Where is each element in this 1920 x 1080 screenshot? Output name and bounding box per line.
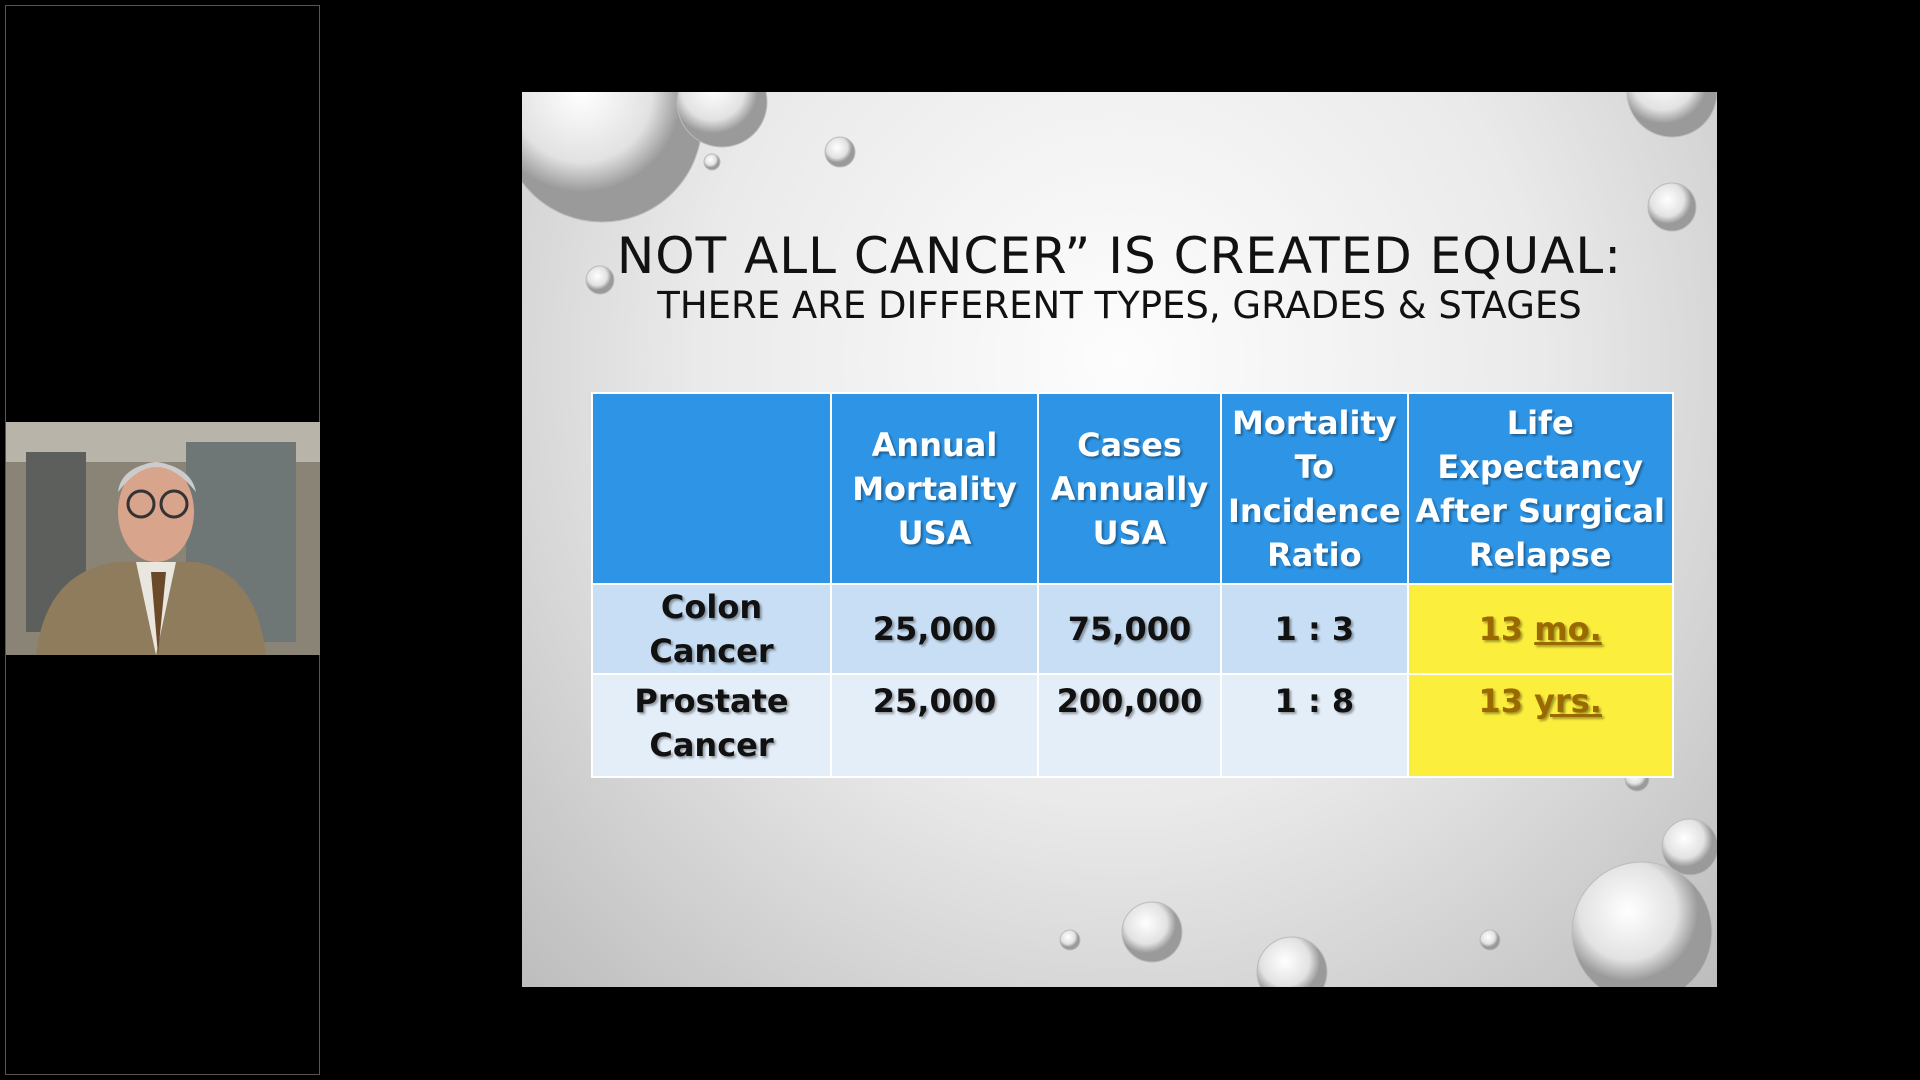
cell: 25,000: [830, 583, 1039, 675]
webcam-video: [6, 422, 320, 655]
data-table: Annual Mortality USA Cases Annually USA Mo…: [591, 392, 1674, 778]
droplets: [522, 92, 1717, 987]
cell: 25,000: [830, 673, 1039, 778]
cell: 200,000: [1037, 673, 1222, 778]
cell-unit: mo.: [1534, 610, 1602, 648]
header-cell: Life Expectancy After Surgical Relapse: [1406, 392, 1674, 585]
cell: 13 mo.: [1406, 583, 1674, 675]
cell: 1 : 8: [1220, 673, 1409, 778]
slide-title: NOT ALL CANCER” IS CREATED EQUAL:: [616, 227, 1623, 285]
cell: Prostate Cancer: [591, 673, 832, 778]
cell: 13 yrs.: [1406, 673, 1674, 778]
header-row: Annual Mortality USA Cases Annually USA Mo…: [591, 392, 1674, 585]
header-cell: Cases Annually USA: [1037, 392, 1222, 585]
table-row: Colon Cancer 25,000 75,000 1 : 3 13 mo.: [591, 583, 1674, 675]
slide: NOT ALL CANCER” IS CREATED EQUAL: THERE …: [522, 92, 1717, 987]
header-cell: Annual Mortality USA: [830, 392, 1039, 585]
cell-value: 13: [1478, 610, 1524, 648]
header-cell: [591, 392, 832, 585]
header-cell: Mortality To Incidence Ratio: [1220, 392, 1409, 585]
slide-subtitle: THERE ARE DIFFERENT TYPES, GRADES & STAG…: [657, 284, 1582, 327]
table-row: Prostate Cancer 25,000 200,000 1 : 8 13 yrs.: [591, 673, 1674, 778]
cell: 1 : 3: [1220, 583, 1409, 675]
cell-value: 13: [1478, 682, 1523, 720]
cell: 75,000: [1037, 583, 1222, 675]
cell-unit: yrs.: [1534, 682, 1602, 720]
cell: Colon Cancer: [591, 583, 832, 675]
